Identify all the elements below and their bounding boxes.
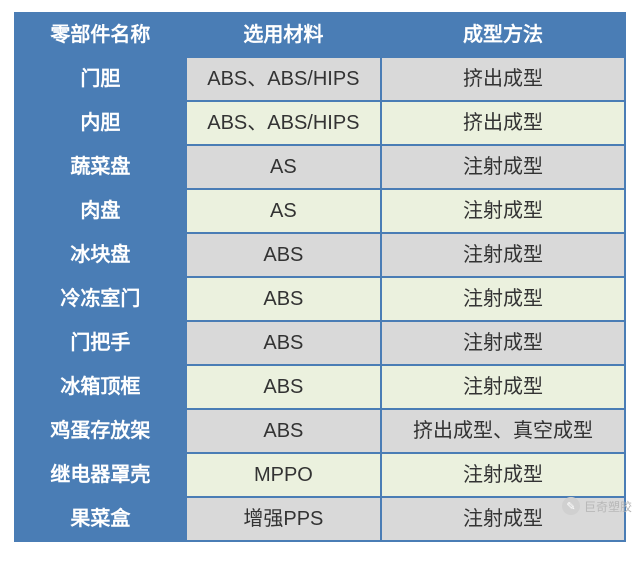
watermark-icon: ✎ — [562, 497, 580, 515]
cell-part: 继电器罩壳 — [15, 453, 186, 497]
cell-method: 注射成型 — [381, 145, 625, 189]
cell-part: 鸡蛋存放架 — [15, 409, 186, 453]
cell-method: 注射成型 — [381, 321, 625, 365]
header-method: 成型方法 — [381, 13, 625, 57]
cell-material: ABS — [186, 321, 381, 365]
cell-method: 注射成型 — [381, 189, 625, 233]
cell-material: ABS、ABS/HIPS — [186, 101, 381, 145]
cell-method: 挤出成型、真空成型 — [381, 409, 625, 453]
table-row: 继电器罩壳MPPO注射成型 — [15, 453, 625, 497]
cell-part: 肉盘 — [15, 189, 186, 233]
header-material: 选用材料 — [186, 13, 381, 57]
table-row: 冰块盘ABS注射成型 — [15, 233, 625, 277]
cell-part: 门胆 — [15, 57, 186, 101]
table-row: 冰箱顶框ABS注射成型 — [15, 365, 625, 409]
cell-part: 门把手 — [15, 321, 186, 365]
cell-method: 注射成型 — [381, 277, 625, 321]
cell-material: ABS — [186, 233, 381, 277]
cell-part: 冷冻室门 — [15, 277, 186, 321]
table-row: 内胆ABS、ABS/HIPS挤出成型 — [15, 101, 625, 145]
cell-part: 冰箱顶框 — [15, 365, 186, 409]
watermark: ✎ 巨奇塑胶 — [562, 497, 632, 515]
watermark-text: 巨奇塑胶 — [584, 498, 632, 515]
table-row: 冷冻室门ABS注射成型 — [15, 277, 625, 321]
table-row: 蔬菜盘AS注射成型 — [15, 145, 625, 189]
materials-table-container: 零部件名称 选用材料 成型方法 门胆ABS、ABS/HIPS挤出成型内胆ABS、… — [0, 0, 640, 582]
cell-method: 挤出成型 — [381, 101, 625, 145]
cell-material: AS — [186, 145, 381, 189]
cell-method: 挤出成型 — [381, 57, 625, 101]
cell-material: ABS — [186, 409, 381, 453]
table-row: 门胆ABS、ABS/HIPS挤出成型 — [15, 57, 625, 101]
table-row: 肉盘AS注射成型 — [15, 189, 625, 233]
cell-part: 蔬菜盘 — [15, 145, 186, 189]
cell-method: 注射成型 — [381, 365, 625, 409]
table-row: 鸡蛋存放架ABS挤出成型、真空成型 — [15, 409, 625, 453]
cell-part: 冰块盘 — [15, 233, 186, 277]
cell-material: ABS、ABS/HIPS — [186, 57, 381, 101]
header-row: 零部件名称 选用材料 成型方法 — [15, 13, 625, 57]
cell-material: AS — [186, 189, 381, 233]
cell-material: MPPO — [186, 453, 381, 497]
materials-table: 零部件名称 选用材料 成型方法 门胆ABS、ABS/HIPS挤出成型内胆ABS、… — [14, 12, 626, 542]
cell-method: 注射成型 — [381, 233, 625, 277]
cell-material: ABS — [186, 277, 381, 321]
cell-part: 果菜盒 — [15, 497, 186, 541]
cell-material: 增强PPS — [186, 497, 381, 541]
header-part: 零部件名称 — [15, 13, 186, 57]
table-row: 果菜盒增强PPS注射成型 — [15, 497, 625, 541]
cell-method: 注射成型 — [381, 453, 625, 497]
cell-part: 内胆 — [15, 101, 186, 145]
table-row: 门把手ABS注射成型 — [15, 321, 625, 365]
cell-material: ABS — [186, 365, 381, 409]
